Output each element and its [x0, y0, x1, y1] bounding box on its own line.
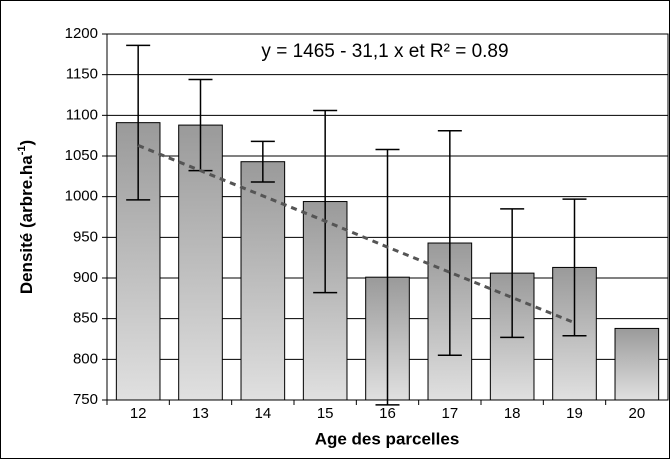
y-tick-label: 900: [73, 269, 98, 286]
x-tick-label: 20: [628, 405, 645, 422]
x-axis-title: Age des parcelles: [315, 429, 460, 448]
bar: [240, 161, 286, 401]
x-tick-label: 12: [130, 405, 147, 422]
trend-line: [137, 144, 576, 325]
x-tick-label: 14: [254, 405, 271, 422]
y-tick-label: 1000: [65, 188, 98, 205]
y-tick-label: 950: [73, 228, 98, 245]
y-axis-title: Densité (arbre.ha-1): [16, 140, 37, 294]
y-tick-label: 1050: [65, 147, 98, 164]
y-tick-label: 850: [73, 310, 98, 327]
bar: [614, 327, 660, 401]
y-title-sup: -1: [16, 146, 28, 156]
x-tick-label: 19: [566, 405, 583, 422]
y-tick-label: 800: [73, 350, 98, 367]
y-tick-label: 1200: [65, 25, 98, 42]
y-title-main: Densité (arbre.ha: [17, 155, 36, 294]
y-tick-label: 1150: [66, 66, 98, 83]
y-tick-label: 750: [73, 391, 98, 408]
y-tick-label: 1100: [66, 106, 98, 123]
y-title-end: ): [17, 140, 36, 146]
x-tick-label: 15: [317, 405, 334, 422]
x-tick-label: 17: [441, 405, 458, 422]
x-tick-label: 16: [379, 405, 396, 422]
x-tick-label: 13: [192, 405, 209, 422]
x-tick-label: 18: [504, 405, 521, 422]
equation: y = 1465 - 31,1 x et R² = 0.89: [261, 41, 508, 62]
